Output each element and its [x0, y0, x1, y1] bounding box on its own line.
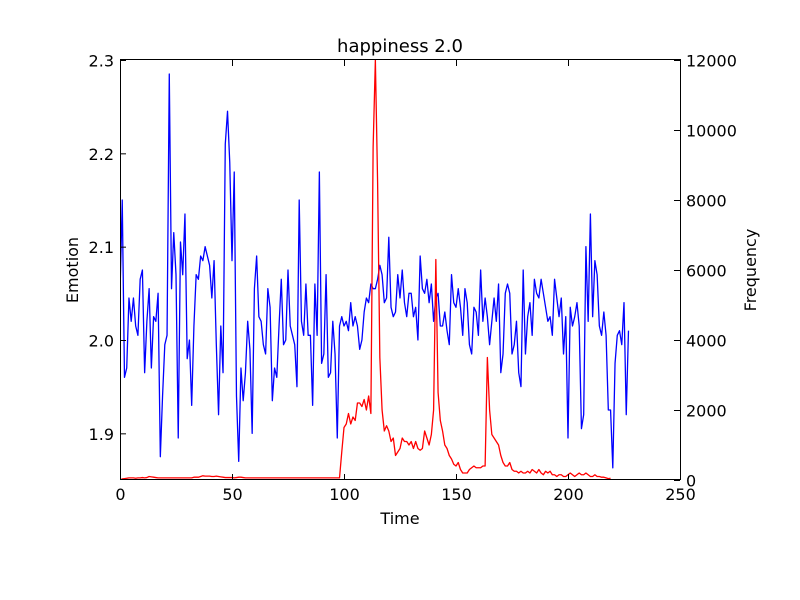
axis-ticks: 0 50 100 150 200 250 1.9 2.0 2.1 2.2 2.3 0 2000 4000 6… — [89, 52, 737, 505]
x-tick-label: 100 — [329, 485, 360, 504]
y-tick-label-left: 2.3 — [89, 52, 114, 71]
y-tick-label-right: 8000 — [686, 192, 727, 211]
x-tick-label: 200 — [553, 485, 584, 504]
y-tick-label-right: 12000 — [686, 52, 737, 71]
y-tick-label-left: 2.0 — [89, 332, 114, 351]
y-tick-label-right: 6000 — [686, 262, 727, 281]
series-line-frequency — [120, 60, 611, 480]
plot-area — [120, 60, 630, 480]
x-axis-label: Time — [379, 509, 419, 528]
y-tick-label-right: 4000 — [686, 332, 727, 351]
y-axis-label-left: Emotion — [63, 237, 82, 303]
chart-title: happiness 2.0 — [337, 36, 463, 57]
x-tick-label: 50 — [222, 485, 242, 504]
plot-frame — [120, 59, 681, 480]
x-tick-label: 250 — [665, 485, 696, 504]
y-tick-label-right: 2000 — [686, 402, 727, 421]
x-tick-label: 150 — [441, 485, 472, 504]
x-tick-label: 0 — [115, 485, 125, 504]
y-tick-label-left: 2.2 — [89, 145, 114, 164]
y-tick-label-left: 1.9 — [89, 425, 114, 444]
y-tick-label-left: 2.1 — [89, 238, 114, 257]
series-line-emotion — [120, 73, 630, 469]
y-axis-label-right: Frequency — [741, 229, 760, 312]
y-tick-label-right: 10000 — [686, 122, 737, 141]
y-tick-label-right: 0 — [686, 472, 696, 491]
